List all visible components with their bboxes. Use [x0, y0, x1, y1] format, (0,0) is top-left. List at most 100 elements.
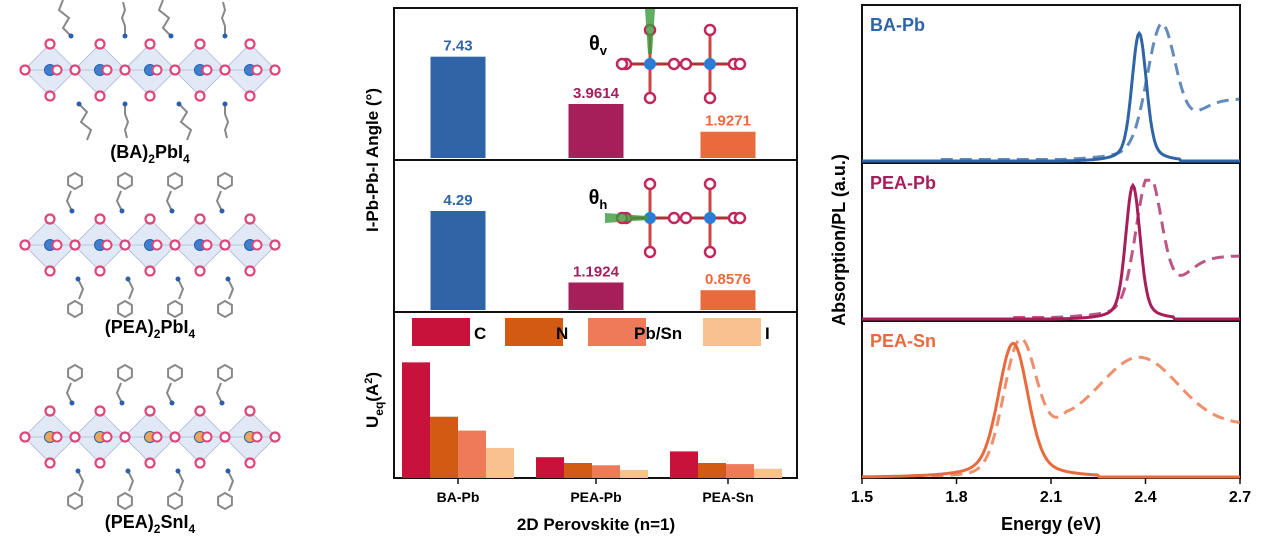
structure-2: (PEA)2SnI4 — [19, 363, 281, 536]
structure-label: (BA)2PbI4 — [110, 142, 190, 166]
structure-1: (PEA)2PbI4 — [19, 171, 281, 341]
iodine-atom — [19, 431, 31, 443]
iodine-atom — [119, 431, 131, 443]
bar-x-axis: BA-Pb PEA-Pb PEA-Sn — [437, 478, 754, 505]
iodine-atom — [51, 64, 63, 76]
structure-label: (PEA)2SnI4 — [105, 512, 196, 536]
iodine-atom — [244, 90, 256, 102]
nitrogen-atom — [225, 468, 231, 474]
nitrogen-atom — [69, 400, 75, 406]
inset-angle-marker — [645, 9, 655, 54]
inset-iodine-atom — [679, 57, 693, 71]
iodine-atom — [194, 457, 206, 469]
nitrogen-atom — [175, 468, 181, 474]
iodine-atom — [144, 90, 156, 102]
bar-C-PEA-Pb — [536, 457, 564, 478]
ueq-legend: C N Pb/Sn I — [412, 318, 770, 346]
iodine-atom — [69, 64, 81, 76]
bar-I-PEA-Sn — [754, 468, 782, 478]
nitrogen-atom — [168, 33, 174, 39]
iodine-atom — [94, 213, 106, 225]
organic-ligand — [127, 470, 135, 492]
angle-y-axis-label: I-Pb-Pb-I Angle (°) — [363, 88, 382, 232]
iodine-atom — [51, 431, 63, 443]
molecule-inset — [615, 9, 747, 105]
spectrum-label: BA-Pb — [870, 15, 925, 35]
legend-label: N — [556, 324, 568, 343]
iodine-atom — [69, 431, 81, 443]
bar-I-PEA-Pb — [620, 469, 648, 478]
angle-symbol-theta: θ — [589, 33, 600, 55]
nitrogen-atom — [119, 400, 125, 406]
legend-label: C — [474, 324, 486, 343]
bar-BA-Pb — [430, 211, 486, 310]
bar-PEA-Sn — [700, 131, 756, 158]
phenyl-ring — [117, 491, 133, 511]
iodine-atom — [144, 38, 156, 50]
nitrogen-atom — [125, 276, 131, 282]
bar-value-label: 0.8576 — [705, 271, 751, 288]
nitrogen-atom — [122, 33, 128, 39]
iodine-atom — [269, 64, 281, 76]
iodine-atom — [119, 239, 131, 251]
phenyl-ring — [217, 171, 233, 191]
nitrogen-atom — [69, 208, 75, 214]
organic-ligand — [165, 382, 173, 404]
legend-label: I — [765, 324, 770, 343]
bar-N-BA-Pb — [430, 416, 458, 478]
phenyl-ring — [117, 363, 133, 383]
absorption-curve — [940, 21, 1240, 161]
nitrogen-atom — [225, 276, 231, 282]
nitrogen-atom — [176, 101, 182, 107]
nitrogen-atom — [219, 208, 225, 214]
iodine-atom — [169, 431, 181, 443]
pl-curve — [862, 341, 1240, 479]
legend-swatch — [412, 318, 470, 346]
theta-v-panel: 7.43 3.9614 1.9271 θv — [430, 9, 756, 158]
organic-ligand — [127, 278, 135, 300]
iodine-atom — [244, 457, 256, 469]
phenyl-ring — [117, 299, 133, 319]
angle-symbol-sub: h — [599, 197, 607, 212]
spectrum-panel-PEA-Pb: PEA-Pb — [862, 173, 1241, 321]
iodine-atom — [19, 64, 31, 76]
organic-ligand — [57, 0, 72, 37]
organic-ligand — [165, 190, 173, 212]
iodine-atom — [169, 64, 181, 76]
legend-swatch — [588, 318, 646, 346]
iodine-atom — [244, 265, 256, 277]
bar-N-PEA-Sn — [698, 462, 726, 478]
structure-label: (PEA)2PbI4 — [105, 317, 196, 341]
inset-iodine-atom — [703, 177, 717, 191]
nitrogen-atom — [169, 400, 175, 406]
iodine-atom — [94, 457, 106, 469]
iodine-atom — [201, 239, 213, 251]
bar-PEA-Pb — [568, 282, 624, 310]
organic-ligand — [157, 0, 172, 37]
iodine-atom — [244, 405, 256, 417]
organic-ligand — [215, 382, 223, 404]
bar-N-PEA-Pb — [564, 462, 592, 478]
organic-ligand — [177, 278, 185, 300]
x-tick-label: BA-Pb — [437, 489, 480, 505]
pl-curve — [862, 182, 1240, 321]
iodine-atom — [251, 64, 263, 76]
iodine-atom — [269, 431, 281, 443]
iodine-atom — [201, 431, 213, 443]
organic-ligand — [123, 104, 130, 139]
organic-ligand — [115, 190, 123, 212]
inset-iodine-atom — [679, 211, 693, 225]
legend-swatch — [703, 318, 761, 346]
iodine-atom — [151, 64, 163, 76]
inset-iodine-atom — [733, 211, 747, 225]
organic-ligand — [177, 470, 185, 492]
spectra-y-axis-label: Absorption/PL (a.u.) — [829, 154, 849, 326]
iodine-atom — [269, 239, 281, 251]
structure-label-sub: 2 — [154, 522, 161, 536]
ueq-y-axis-label: Ueq(A2) — [363, 372, 386, 428]
iodine-atom — [44, 90, 56, 102]
iodine-atom — [169, 239, 181, 251]
x-tick-label: 2.7 — [1229, 489, 1251, 506]
